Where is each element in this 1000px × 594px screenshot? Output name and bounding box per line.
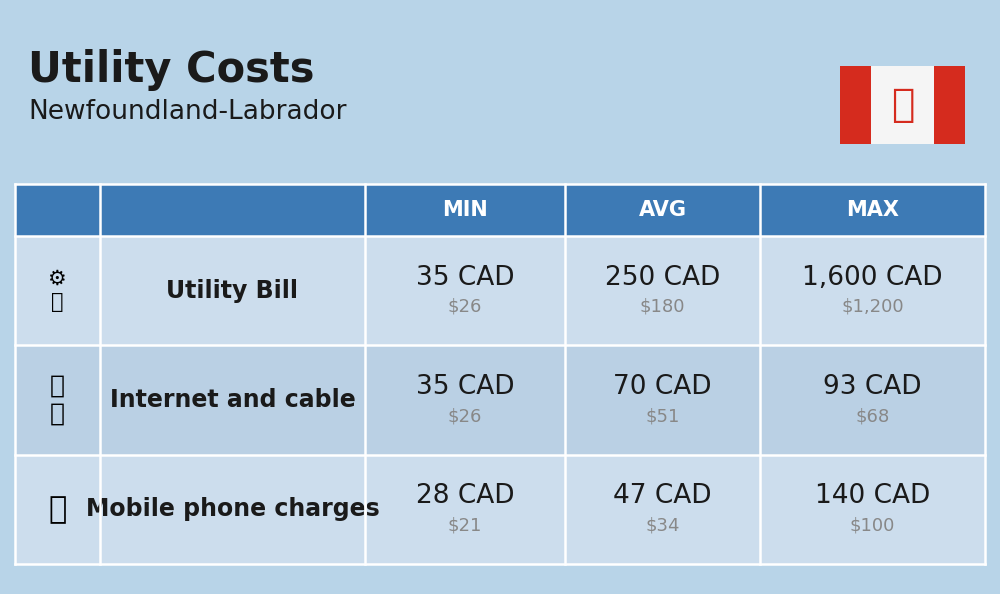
Text: AVG: AVG bbox=[639, 200, 686, 220]
Text: 70 CAD: 70 CAD bbox=[613, 374, 712, 400]
Text: ⚙️
🔋: ⚙️ 🔋 bbox=[48, 269, 67, 312]
Text: $100: $100 bbox=[850, 516, 895, 535]
Bar bbox=[934, 66, 965, 144]
Text: 35 CAD: 35 CAD bbox=[416, 265, 514, 290]
Text: $1,200: $1,200 bbox=[841, 298, 904, 315]
Bar bbox=[15, 184, 985, 236]
Text: $26: $26 bbox=[448, 298, 482, 315]
Text: $68: $68 bbox=[855, 407, 890, 425]
Bar bbox=[15, 236, 985, 345]
Text: 47 CAD: 47 CAD bbox=[613, 484, 712, 509]
Text: 250 CAD: 250 CAD bbox=[605, 265, 720, 290]
Bar bbox=[15, 345, 985, 454]
Text: $26: $26 bbox=[448, 407, 482, 425]
Text: 28 CAD: 28 CAD bbox=[416, 484, 514, 509]
Text: Internet and cable: Internet and cable bbox=[110, 388, 355, 412]
Text: MIN: MIN bbox=[442, 200, 488, 220]
Text: 🍁: 🍁 bbox=[891, 86, 914, 124]
Text: $34: $34 bbox=[645, 516, 680, 535]
Text: 93 CAD: 93 CAD bbox=[823, 374, 922, 400]
Bar bbox=[871, 66, 934, 144]
Text: 140 CAD: 140 CAD bbox=[815, 484, 930, 509]
Text: Utility Costs: Utility Costs bbox=[28, 49, 314, 91]
Text: MAX: MAX bbox=[846, 200, 899, 220]
Text: 📡
🖥: 📡 🖥 bbox=[50, 374, 65, 426]
Text: Mobile phone charges: Mobile phone charges bbox=[86, 497, 379, 522]
Text: 📱: 📱 bbox=[48, 495, 67, 524]
Bar bbox=[840, 66, 871, 144]
Text: Utility Bill: Utility Bill bbox=[166, 279, 298, 303]
Text: $51: $51 bbox=[645, 407, 680, 425]
Bar bbox=[15, 454, 985, 564]
Text: $21: $21 bbox=[448, 516, 482, 535]
Text: $180: $180 bbox=[640, 298, 685, 315]
Text: 1,600 CAD: 1,600 CAD bbox=[802, 265, 943, 290]
Text: 35 CAD: 35 CAD bbox=[416, 374, 514, 400]
Text: Newfoundland-Labrador: Newfoundland-Labrador bbox=[28, 99, 347, 125]
